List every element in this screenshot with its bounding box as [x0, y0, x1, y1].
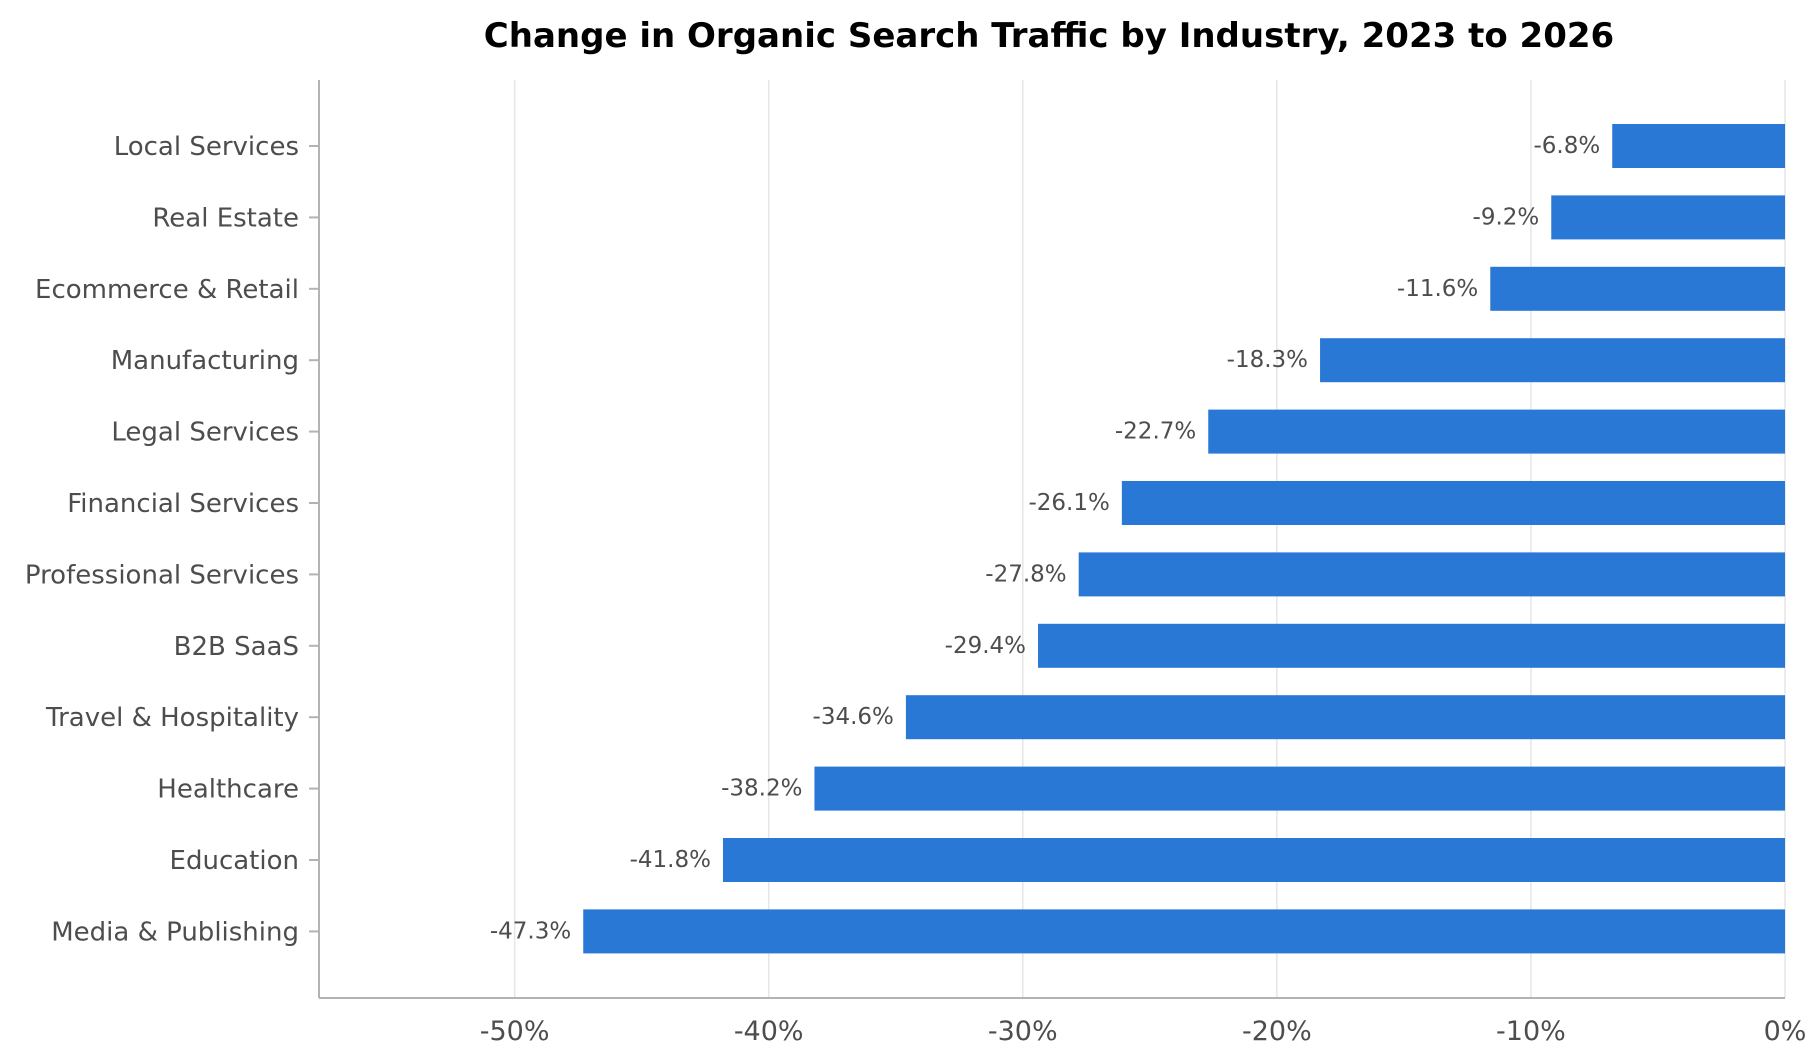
bar — [1490, 266, 1785, 311]
data-label: -9.2% — [1473, 204, 1540, 230]
data-label: -11.6% — [1397, 276, 1478, 302]
x-tick-label: -40% — [734, 1016, 804, 1047]
data-label: -22.7% — [1115, 419, 1196, 445]
data-label: -29.4% — [945, 633, 1026, 659]
bar — [583, 909, 1785, 954]
chart-title: Change in Organic Search Traffic by Indu… — [484, 16, 1614, 56]
category-label: B2B SaaS — [174, 632, 299, 662]
axes — [309, 80, 1785, 999]
bar — [814, 766, 1785, 811]
data-label: -41.8% — [630, 847, 711, 873]
category-label: Healthcare — [157, 775, 299, 805]
bar — [1121, 481, 1785, 525]
category-label: Manufacturing — [111, 346, 299, 376]
x-tick-label: -30% — [988, 1016, 1058, 1047]
category-label: Financial Services — [67, 489, 299, 519]
category-label: Professional Services — [25, 560, 299, 590]
data-label: -26.1% — [1028, 490, 1109, 516]
data-label: -6.8% — [1533, 133, 1600, 159]
labels: -50% -40% -30% -20% -10% 0% Local Services -6.8… — [25, 132, 1807, 1047]
x-tick-label: -50% — [480, 1016, 550, 1047]
category-label: Legal Services — [111, 418, 299, 448]
data-label: -38.2% — [721, 776, 802, 802]
data-label: -34.6% — [813, 704, 894, 730]
bars — [583, 124, 1785, 954]
category-label: Ecommerce & Retail — [35, 275, 299, 305]
bar — [1551, 195, 1785, 240]
x-tick-label: -20% — [1242, 1016, 1312, 1047]
data-label: -27.8% — [985, 561, 1066, 587]
category-label: Media & Publishing — [51, 917, 299, 947]
category-label: Local Services — [114, 132, 299, 162]
bar — [1612, 124, 1785, 168]
x-tick-label: 0% — [1764, 1016, 1807, 1047]
category-label: Education — [170, 846, 299, 876]
bar — [1038, 623, 1785, 668]
data-label: -47.3% — [490, 918, 571, 944]
bar — [1320, 338, 1785, 383]
data-label: -18.3% — [1227, 347, 1308, 373]
bar — [722, 838, 1785, 882]
bar — [905, 695, 1785, 740]
bar — [1078, 552, 1785, 597]
x-tick-label: -10% — [1496, 1016, 1566, 1047]
category-label: Travel & Hospitality — [45, 703, 299, 733]
bar — [1208, 409, 1785, 454]
category-label: Real Estate — [152, 203, 299, 233]
